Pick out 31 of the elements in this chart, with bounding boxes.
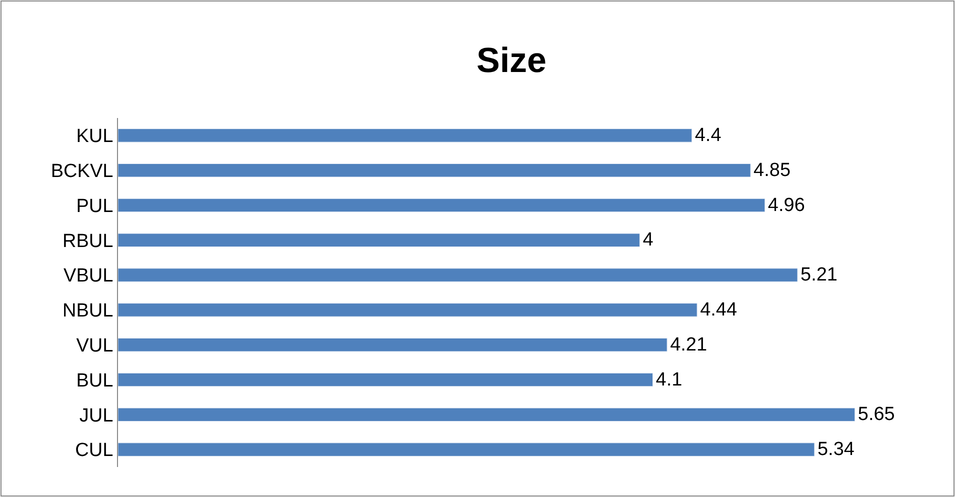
chart-title: Size bbox=[476, 40, 547, 80]
bar bbox=[118, 268, 798, 282]
y-tick-label: BUL bbox=[76, 370, 114, 392]
data-label: 4.1 bbox=[656, 369, 682, 390]
y-tick-label: CUL bbox=[75, 440, 114, 462]
bar bbox=[118, 198, 766, 212]
data-label: 4.4 bbox=[694, 124, 722, 146]
bar bbox=[118, 442, 815, 456]
bar bbox=[118, 303, 698, 317]
bar bbox=[118, 233, 640, 248]
data-label: 4.44 bbox=[700, 299, 738, 320]
data-label: 5.65 bbox=[858, 404, 895, 426]
data-label: 4.85 bbox=[754, 160, 791, 181]
y-tick-label: NBUL bbox=[62, 300, 114, 322]
y-tick-label: KUL bbox=[76, 126, 114, 148]
y-tick-label: BCKVL bbox=[50, 161, 114, 182]
bar bbox=[118, 128, 692, 142]
y-tick-label: RBUL bbox=[62, 230, 114, 252]
data-label: 5.34 bbox=[817, 439, 855, 460]
y-tick-label: VUL bbox=[76, 336, 114, 356]
y-tick-label: PUL bbox=[76, 196, 114, 217]
data-label: 4 bbox=[642, 230, 654, 251]
bar bbox=[118, 338, 668, 352]
data-label: 5.21 bbox=[800, 264, 838, 286]
y-tick-label: VBUL bbox=[64, 266, 114, 287]
bar bbox=[118, 163, 751, 178]
data-label: 4.96 bbox=[768, 194, 805, 216]
y-tick-label: JUL bbox=[79, 405, 114, 426]
data-label: 4.21 bbox=[670, 334, 708, 356]
bar bbox=[118, 408, 856, 422]
bar bbox=[118, 372, 653, 387]
